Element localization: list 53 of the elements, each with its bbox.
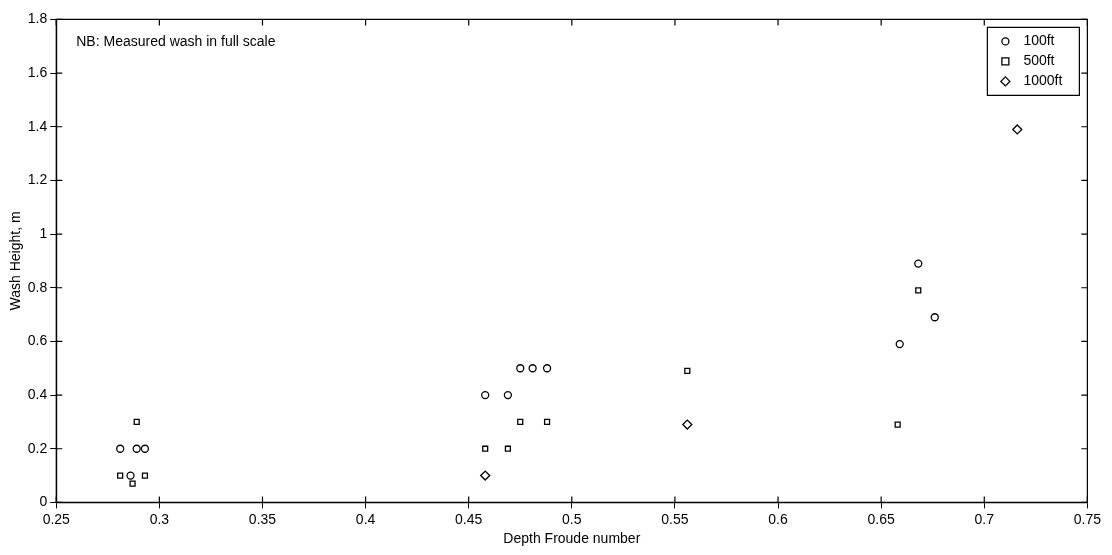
point: [543, 418, 551, 426]
x-tick-label: 0.75: [1073, 510, 1102, 527]
y-tick-label: 1.2: [27, 171, 48, 188]
point: [504, 445, 512, 452]
x-tick-label: 0.45: [455, 510, 483, 527]
y-tick-label: 0.4: [27, 385, 48, 402]
y-tick-label: 0: [39, 493, 48, 510]
y-tick-label: 0.2: [27, 439, 48, 456]
y-tick-label: 1.4: [27, 117, 48, 134]
legend-label: 100ft: [1023, 32, 1055, 49]
point: [132, 444, 141, 453]
x-tick-label: 0.65: [867, 510, 895, 527]
annotation: NB: Measured wash in full scale: [76, 33, 276, 50]
x-tick-label: 0.7: [974, 510, 995, 527]
point: [684, 367, 691, 375]
y-tick-label: 0.6: [27, 332, 48, 349]
point: [915, 287, 922, 294]
x-tick-label: 0.5: [562, 510, 582, 527]
point: [930, 313, 939, 322]
point: [133, 418, 140, 426]
point: [517, 418, 524, 426]
x-tick-label: 0.3: [149, 510, 170, 527]
y-tick-label: 1.6: [27, 63, 48, 80]
x-tick-label: 0.4: [355, 510, 376, 527]
y-tick-label: 1: [39, 224, 48, 241]
point: [129, 480, 136, 487]
x-tick-label: 0.55: [661, 510, 689, 527]
x-tick-label: 0.6: [768, 510, 788, 527]
point: [503, 390, 513, 400]
point: [914, 259, 923, 268]
point: [140, 444, 150, 453]
y-tick-label: 0.8: [27, 278, 48, 295]
point: [895, 339, 904, 349]
point: [482, 445, 489, 452]
x-tick-label: 0.35: [248, 510, 277, 527]
point: [116, 444, 125, 453]
point: [1012, 124, 1023, 135]
point: [542, 364, 552, 373]
point: [516, 364, 525, 373]
y-tick-label: 1.8: [27, 10, 48, 27]
point: [682, 419, 693, 430]
point: [894, 421, 901, 428]
point: [141, 472, 149, 479]
x-axis-title: Depth Froude number: [503, 530, 641, 547]
point: [126, 471, 135, 480]
point: [480, 470, 491, 481]
x-tick-label: 0.25: [42, 510, 71, 527]
y-axis-title: Wash Height, m: [7, 211, 24, 311]
point: [481, 390, 490, 400]
legend-label: 1000ft: [1023, 72, 1063, 89]
legend-label: 500ft: [1023, 52, 1055, 69]
point: [117, 472, 124, 479]
point: [528, 364, 537, 373]
